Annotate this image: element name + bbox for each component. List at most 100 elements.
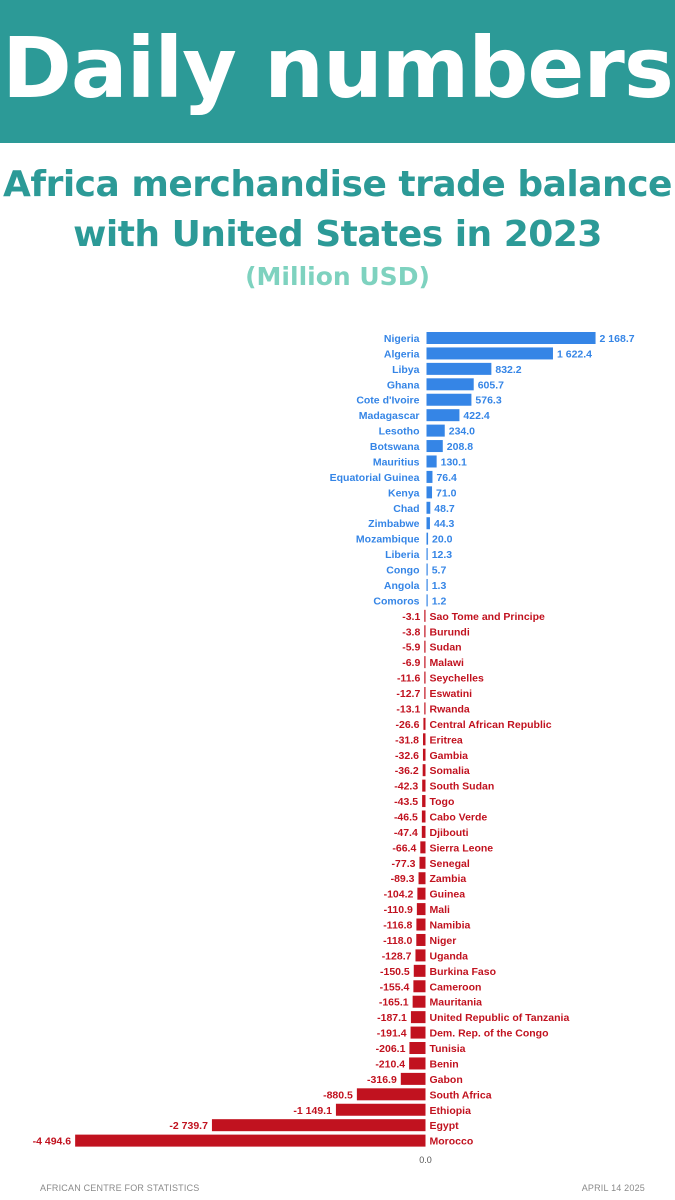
chart-unit-subtitle: (Million USD) bbox=[245, 262, 430, 291]
category-label: Djibouti bbox=[430, 827, 469, 839]
category-label: Mauritania bbox=[430, 997, 483, 1009]
bar bbox=[424, 640, 426, 653]
bar bbox=[426, 578, 428, 591]
bar bbox=[211, 1119, 426, 1132]
category-label: Eswatini bbox=[430, 688, 473, 700]
bar bbox=[422, 748, 426, 761]
category-label: Egypt bbox=[430, 1120, 460, 1132]
category-label: Central African Republic bbox=[430, 719, 552, 731]
bar bbox=[417, 887, 426, 900]
category-label: Zimbabwe bbox=[368, 518, 420, 530]
bar bbox=[409, 1042, 426, 1055]
value-label: -210.4 bbox=[375, 1058, 405, 1070]
bar bbox=[426, 409, 460, 422]
bar bbox=[426, 501, 431, 514]
value-label: -31.8 bbox=[395, 734, 419, 746]
category-label: Cameroon bbox=[430, 981, 482, 993]
category-label: Botswana bbox=[370, 441, 420, 453]
value-label: -155.4 bbox=[380, 981, 410, 993]
bar bbox=[421, 825, 426, 838]
bar bbox=[426, 362, 492, 375]
category-label: Guinea bbox=[430, 889, 466, 901]
value-label: 20.0 bbox=[432, 534, 453, 546]
category-label: Malawi bbox=[430, 657, 465, 669]
bar bbox=[416, 903, 426, 916]
value-label: 1 622.4 bbox=[557, 348, 592, 360]
bar bbox=[423, 733, 426, 746]
value-label: 234.0 bbox=[449, 426, 475, 438]
category-label: Equatorial Guinea bbox=[330, 472, 420, 484]
bar bbox=[424, 656, 426, 669]
category-label: Comoros bbox=[373, 595, 419, 607]
bar bbox=[424, 609, 426, 622]
bar bbox=[410, 1026, 426, 1039]
bar bbox=[75, 1134, 426, 1147]
category-label: Senegal bbox=[430, 858, 470, 870]
bar bbox=[426, 517, 430, 530]
category-label: Cote d'Ivoire bbox=[356, 395, 419, 407]
value-label: 71.0 bbox=[436, 487, 457, 499]
value-label: -187.1 bbox=[377, 1012, 407, 1024]
bar bbox=[415, 949, 426, 962]
category-label: Togo bbox=[430, 796, 455, 808]
value-label: -32.6 bbox=[395, 750, 419, 762]
category-label: United Republic of Tanzania bbox=[430, 1012, 570, 1024]
bar bbox=[416, 918, 426, 931]
value-label: 208.8 bbox=[447, 441, 473, 453]
bar bbox=[426, 440, 443, 453]
category-label: Gabon bbox=[430, 1074, 463, 1086]
value-label: 1.2 bbox=[432, 595, 447, 607]
value-label: -66.4 bbox=[392, 842, 416, 854]
value-label: -13.1 bbox=[396, 703, 420, 715]
value-label: 76.4 bbox=[436, 472, 457, 484]
category-label: Ghana bbox=[387, 379, 420, 391]
value-label: -165.1 bbox=[379, 997, 409, 1009]
header-banner: Daily numbers bbox=[0, 0, 675, 143]
bar bbox=[426, 332, 596, 344]
category-label: Nigeria bbox=[384, 333, 420, 345]
value-label: 44.3 bbox=[434, 518, 455, 530]
value-label: -12.7 bbox=[396, 688, 420, 700]
bar bbox=[413, 980, 426, 993]
value-label: 130.1 bbox=[441, 456, 467, 468]
category-label: Zambia bbox=[430, 873, 467, 885]
value-label: 422.4 bbox=[463, 410, 489, 422]
category-label: Madagascar bbox=[359, 410, 420, 422]
bar bbox=[424, 671, 426, 684]
bar bbox=[422, 795, 426, 808]
bar bbox=[421, 810, 426, 823]
bar bbox=[422, 764, 426, 777]
axis-zero-tick-label: 0.0 bbox=[419, 1155, 432, 1165]
chart-title-line-2: with United States in 2023 bbox=[73, 214, 602, 255]
category-label: Gambia bbox=[430, 750, 469, 762]
category-label: Lesotho bbox=[379, 426, 420, 438]
category-label: South Sudan bbox=[430, 781, 495, 793]
value-label: -46.5 bbox=[394, 811, 418, 823]
bar bbox=[426, 455, 437, 468]
bar bbox=[426, 563, 428, 576]
bar bbox=[424, 687, 426, 699]
bar bbox=[416, 933, 426, 946]
category-label: Dem. Rep. of the Congo bbox=[430, 1028, 549, 1040]
footer-source: AFRICAN CENTRE FOR STATISTICS bbox=[40, 1183, 200, 1193]
bar bbox=[422, 779, 426, 792]
value-label: -316.9 bbox=[367, 1074, 397, 1086]
bar bbox=[426, 486, 433, 499]
value-label: 576.3 bbox=[475, 395, 501, 407]
value-label: 2 168.7 bbox=[600, 333, 635, 345]
value-label: -43.5 bbox=[394, 796, 418, 808]
value-label: -26.6 bbox=[395, 719, 419, 731]
bar bbox=[426, 393, 472, 406]
category-label: Mali bbox=[430, 904, 451, 916]
category-label: South Africa bbox=[430, 1089, 492, 1101]
category-label: Mauritius bbox=[373, 456, 420, 468]
bar bbox=[426, 347, 553, 360]
category-label: Seychelles bbox=[430, 673, 484, 685]
category-label: Eritrea bbox=[430, 734, 463, 746]
value-label: -1 149.1 bbox=[293, 1105, 332, 1117]
value-label: -47.4 bbox=[394, 827, 418, 839]
category-label: Benin bbox=[430, 1058, 459, 1070]
value-label: 1.3 bbox=[432, 580, 447, 592]
value-label: -118.0 bbox=[383, 935, 412, 947]
value-label: -6.9 bbox=[402, 657, 420, 669]
